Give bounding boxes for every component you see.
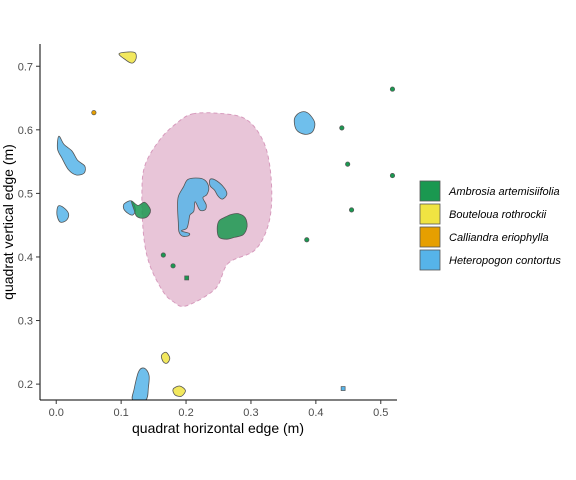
x-tick-label: 0.1 [113, 407, 128, 419]
y-tick-label: 0.3 [18, 316, 33, 328]
plant-shape [131, 367, 150, 400]
plant-point [160, 252, 166, 258]
plant-point [349, 207, 355, 213]
plant-shape [216, 213, 248, 240]
plant-shape [160, 351, 171, 364]
plant-shape [209, 178, 228, 200]
x-tick-label: 0.2 [178, 407, 193, 419]
plant-point [389, 86, 396, 92]
legend-swatch [419, 226, 441, 248]
plant-shape [118, 51, 137, 64]
x-tick-label: 0.3 [243, 407, 258, 419]
plant-point [389, 173, 396, 179]
plant-point [170, 263, 176, 269]
plant-shape [177, 177, 210, 237]
plant-shape [131, 200, 151, 219]
highlight-region-layer [141, 112, 273, 307]
legend-label: Ambrosia artemisiifolia [448, 186, 560, 198]
plant-point [91, 110, 97, 116]
x-tick-label: 0.5 [373, 407, 388, 419]
plant-shape [172, 385, 186, 397]
y-axis-title: quadrat vertical edge (m) [0, 144, 16, 300]
y-tick-label: 0.7 [18, 61, 33, 73]
legend: Ambrosia artemisiifolia Bouteloua rothroc… [419, 180, 561, 271]
highlight-region [141, 112, 273, 307]
y-tick-label: 0.2 [18, 379, 33, 391]
plant-shape [293, 111, 316, 135]
legend-label: Calliandra eriophylla [449, 232, 549, 244]
plant-point [340, 386, 346, 391]
x-tick-label: 0.4 [308, 407, 323, 419]
legend-swatch [419, 249, 441, 271]
plant-point [345, 161, 351, 167]
axes [39, 44, 397, 401]
plant-shape [56, 205, 70, 223]
y-tick-label: 0.5 [18, 188, 33, 200]
plant-shapes-layer [56, 51, 396, 400]
legend-swatch [419, 203, 441, 225]
y-tick-label: 0.6 [18, 125, 33, 137]
plant-point [339, 125, 345, 131]
y-tick-label: 0.4 [18, 252, 33, 264]
x-ticks: 0.0 0.1 0.2 0.3 0.4 0.5 [49, 400, 388, 419]
x-tick-label: 0.0 [49, 407, 64, 419]
y-ticks: 0.2 0.3 0.4 0.5 0.6 0.7 [18, 61, 40, 391]
legend-label: Bouteloua rothrockii [449, 209, 547, 221]
legend-label: Heteropogon contortus [449, 255, 561, 267]
plant-shape [56, 135, 86, 176]
plant-point [304, 237, 310, 243]
x-axis-title: quadrat horizontal edge (m) [132, 420, 304, 436]
plant-point [184, 275, 190, 281]
legend-swatch [419, 180, 441, 202]
